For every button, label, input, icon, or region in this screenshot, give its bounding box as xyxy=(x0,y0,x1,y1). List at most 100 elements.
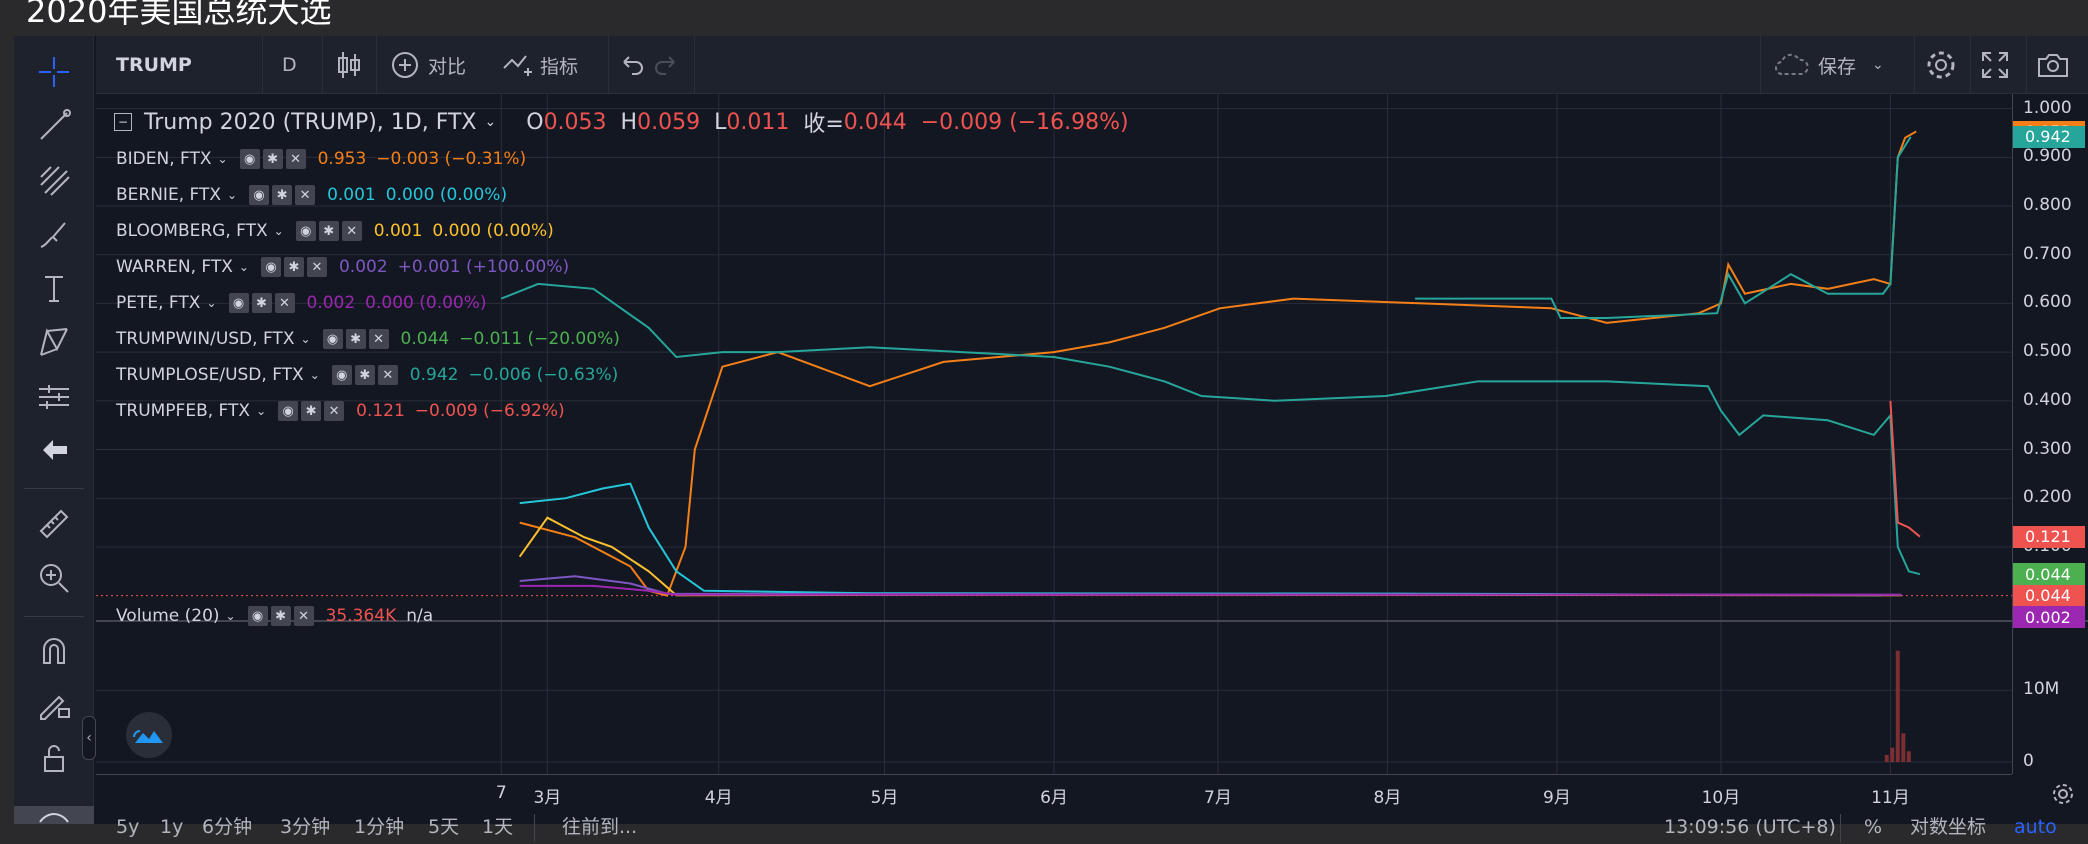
percent-scale-button[interactable]: % xyxy=(1864,816,1883,838)
pane-separator[interactable] xyxy=(96,620,2088,622)
volume-bar[interactable] xyxy=(1901,733,1906,762)
volume-bar[interactable] xyxy=(1906,751,1911,762)
series-line[interactable] xyxy=(1889,400,1921,538)
close-icon[interactable]: ✕ xyxy=(285,149,306,169)
indicators-button[interactable]: 指标 xyxy=(502,36,578,94)
series-line[interactable] xyxy=(519,130,1917,597)
legend-row[interactable]: WARREN, FTX ⌄ ◉ ✱ ✕ 0.002 +0.001 (+100.00%) xyxy=(116,254,569,280)
legend-row[interactable]: TRUMPWIN/USD, FTX ⌄ ◉ ✱ ✕ 0.044 −0.011 (−20.00… xyxy=(116,326,620,352)
close-icon[interactable]: ✕ xyxy=(295,185,316,205)
goto-date-button[interactable]: 往前到... xyxy=(562,816,638,838)
text-tool[interactable] xyxy=(14,266,94,310)
fib-tool[interactable] xyxy=(14,158,94,202)
axis-settings-button[interactable] xyxy=(2050,781,2076,811)
range-1min[interactable]: 1分钟 xyxy=(354,816,405,838)
eye-icon[interactable]: ◉ xyxy=(228,293,249,313)
gear-icon[interactable]: ✱ xyxy=(272,185,293,205)
redo-button[interactable] xyxy=(652,36,682,94)
legend-series-change: 0.000 (0.00%) xyxy=(432,221,554,241)
close-icon[interactable]: ✕ xyxy=(274,293,295,313)
close-icon[interactable]: ✕ xyxy=(368,329,389,349)
gear-icon[interactable]: ✱ xyxy=(283,257,304,277)
series-line[interactable] xyxy=(519,482,1884,597)
volume-pane[interactable] xyxy=(96,622,2012,774)
brush-tool[interactable] xyxy=(14,212,94,256)
range-3min[interactable]: 3分钟 xyxy=(280,816,331,838)
fullscreen-button[interactable] xyxy=(1980,36,2010,94)
magnet-tool[interactable] xyxy=(14,628,94,672)
eye-icon[interactable]: ◉ xyxy=(278,401,299,421)
series-line[interactable] xyxy=(500,282,1921,576)
range-5d[interactable]: 5天 xyxy=(428,816,460,838)
gear-icon[interactable]: ✱ xyxy=(262,149,283,169)
volume-bar[interactable] xyxy=(1890,747,1895,762)
range-5y[interactable]: 5y xyxy=(116,816,140,838)
lock-drawing-tool[interactable] xyxy=(14,682,94,726)
eye-icon[interactable]: ◉ xyxy=(260,257,281,277)
eye-icon[interactable]: ◉ xyxy=(249,185,270,205)
sidebar-collapse-button[interactable]: ‹ xyxy=(82,716,96,760)
trendline-tool[interactable] xyxy=(14,104,94,148)
time-axis[interactable]: 7 3月 4月 5月 6月 7月 8月 9月 10月 11月 xyxy=(96,774,2073,810)
interval-button[interactable]: D xyxy=(282,54,297,76)
legend-row[interactable]: BIDEN, FTX ⌄ ◉ ✱ ✕ 0.953 −0.003 (−0.31%) xyxy=(116,146,526,172)
prediction-tool[interactable] xyxy=(14,374,94,418)
redo-icon xyxy=(655,56,675,75)
gear-icon[interactable]: ✱ xyxy=(301,401,322,421)
range-1d[interactable]: 1天 xyxy=(482,816,514,838)
time-tick-label: 5月 xyxy=(870,788,899,808)
tradingview-logo[interactable] xyxy=(126,712,172,758)
legend-row[interactable]: BERNIE, FTX ⌄ ◉ ✱ ✕ 0.001 0.000 (0.00%) xyxy=(116,182,507,208)
close-icon[interactable]: ✕ xyxy=(341,221,362,241)
auto-scale-button[interactable]: auto xyxy=(2014,816,2057,838)
zoom-tool[interactable] xyxy=(14,556,94,600)
range-1y[interactable]: 1y xyxy=(160,816,184,838)
ruler-tool[interactable] xyxy=(14,502,94,546)
gear-icon[interactable]: ✱ xyxy=(318,221,339,241)
pattern-tool[interactable] xyxy=(14,320,94,364)
series-line[interactable] xyxy=(518,516,1902,597)
eye-icon[interactable]: ◉ xyxy=(239,149,260,169)
volume-legend[interactable]: Volume (20) ⌄ ◉ ✱ ✕ 35.364K n/a xyxy=(116,603,433,629)
legend-row[interactable]: PETE, FTX ⌄ ◉ ✱ ✕ 0.002 0.000 (0.00%) xyxy=(116,290,487,316)
price-tick-label: 0.700 xyxy=(2023,243,2072,264)
eye-icon[interactable]: ◉ xyxy=(331,365,352,385)
crosshair-tool[interactable] xyxy=(14,50,94,94)
eye-icon[interactable]: ◉ xyxy=(322,329,343,349)
compare-button[interactable]: 对比 xyxy=(390,36,466,94)
close-icon[interactable]: ✕ xyxy=(293,606,314,626)
eye-icon[interactable]: ◉ xyxy=(247,606,268,626)
main-chart-plot[interactable] xyxy=(96,94,2012,620)
back-tool[interactable] xyxy=(14,428,94,472)
gear-icon[interactable]: ✱ xyxy=(345,329,366,349)
gear-icon[interactable]: ✱ xyxy=(354,365,375,385)
legend-buttons: ◉ ✱ ✕ xyxy=(247,606,314,626)
clock[interactable]: 13:09:56 (UTC+8) xyxy=(1664,816,1836,838)
collapse-legend-button[interactable]: − xyxy=(114,113,132,131)
legend-row[interactable]: TRUMPLOSE/USD, FTX ⌄ ◉ ✱ ✕ 0.942 −0.006 (−0.63… xyxy=(116,362,618,388)
range-6min[interactable]: 6分钟 xyxy=(202,816,253,838)
undo-button[interactable] xyxy=(616,36,646,94)
volume-bar[interactable] xyxy=(1895,650,1900,762)
volume-bar[interactable] xyxy=(1884,754,1889,762)
symbol-search-button[interactable]: TRUMP xyxy=(116,54,192,76)
close-icon[interactable]: ✕ xyxy=(377,365,398,385)
series-line[interactable] xyxy=(519,584,1902,596)
settings-button[interactable] xyxy=(1924,36,1958,94)
legend-row[interactable]: TRUMPFEB, FTX ⌄ ◉ ✱ ✕ 0.121 −0.009 (−6.92%) xyxy=(116,398,565,424)
visibility-tool[interactable] xyxy=(14,806,94,824)
close-icon[interactable]: ✕ xyxy=(306,257,327,277)
log-scale-button[interactable]: 对数坐标 xyxy=(1910,816,1987,838)
legend-row[interactable]: BLOOMBERG, FTX ⌄ ◉ ✱ ✕ 0.001 0.000 (0.00%) xyxy=(116,218,554,244)
series-line[interactable] xyxy=(1415,136,1912,319)
snapshot-button[interactable] xyxy=(2036,36,2070,94)
main-series-legend[interactable]: − Trump 2020 (TRUMP), 1D, FTX ⌄ O 0.053 … xyxy=(114,106,1129,138)
lock-tool[interactable] xyxy=(14,736,94,780)
price-axis[interactable]: 1.000 0.900 0.800 0.700 0.600 0.500 0.400 0.300… xyxy=(2012,94,2088,774)
save-button[interactable]: 保存 ⌄ xyxy=(1772,36,1884,94)
gear-icon[interactable]: ✱ xyxy=(270,606,291,626)
chart-type-button[interactable] xyxy=(336,36,362,94)
gear-icon[interactable]: ✱ xyxy=(251,293,272,313)
close-icon[interactable]: ✕ xyxy=(324,401,345,421)
eye-icon[interactable]: ◉ xyxy=(295,221,316,241)
